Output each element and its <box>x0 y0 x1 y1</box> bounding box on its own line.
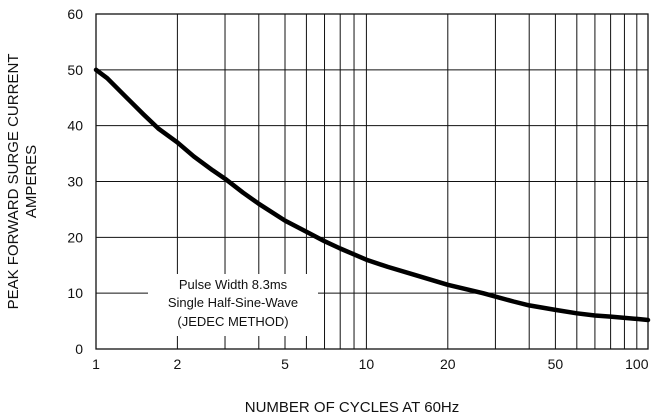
x-tick-label: 2 <box>174 356 182 372</box>
x-tick-label: 50 <box>548 356 564 372</box>
y-tick-labels: 0 10 20 30 40 50 60 <box>67 6 83 357</box>
x-tick-labels: 1 2 5 10 20 50 100 <box>92 356 649 372</box>
x-tick-label: 5 <box>281 356 289 372</box>
y-tick-label: 30 <box>67 174 83 190</box>
y-tick-label: 0 <box>75 341 83 357</box>
x-axis-label: NUMBER OF CYCLES AT 60Hz <box>245 399 460 416</box>
y-tick-label: 40 <box>67 118 83 134</box>
series-line <box>93 67 651 323</box>
y-tick-label: 20 <box>67 229 83 245</box>
y-tick-label: 10 <box>67 285 83 301</box>
y-tick-label: 60 <box>67 6 83 22</box>
y-axis-label: PEAK FORWARD SURGE CURRENT <box>5 54 22 310</box>
x-tick-label: 1 <box>92 356 100 372</box>
annotation-line: (JEDEC METHOD) <box>177 314 288 329</box>
y-tick-label: 50 <box>67 62 83 78</box>
y-axis-label-units: AMPERES <box>23 145 40 218</box>
x-tick-label: 100 <box>625 356 649 372</box>
series <box>93 67 651 323</box>
annotation-line: Single Half-Sine-Wave <box>168 295 298 310</box>
plot-frame <box>95 13 649 350</box>
x-tick-label: 10 <box>359 356 375 372</box>
annotation-line: Pulse Width 8.3ms <box>179 277 288 292</box>
annotation-box: Pulse Width 8.3ms Single Half-Sine-Wave … <box>148 274 318 336</box>
x-tick-label: 20 <box>440 356 456 372</box>
